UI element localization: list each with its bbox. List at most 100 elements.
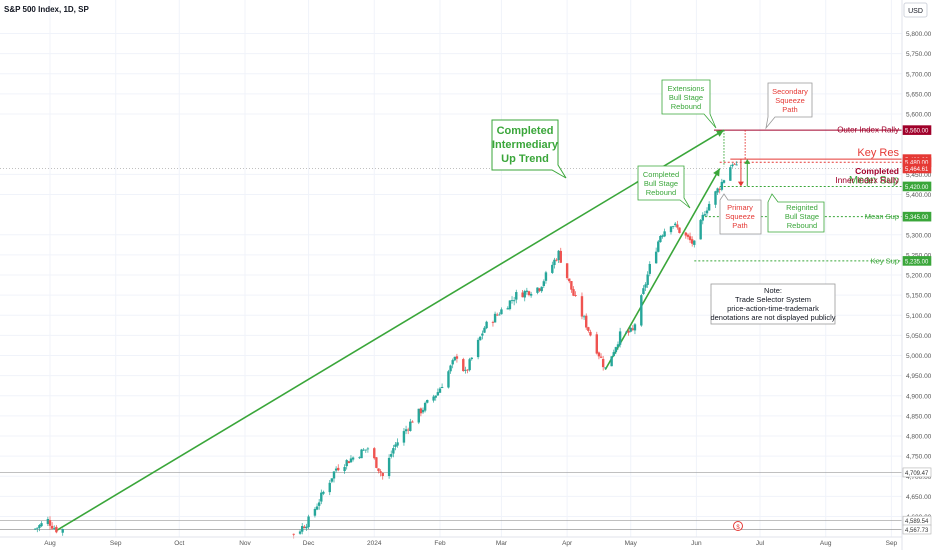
- candle-body: [377, 468, 380, 471]
- time-axis[interactable]: Aug Sep Oct Nov Dec 2024 Feb Mar Apr May Jun Jul Aug…: [44, 540, 897, 547]
- callout-extensions-bull[interactable]: Extensions Bull Stage Rebound: [661, 79, 717, 129]
- callout-primary-squeeze-line3: Path: [732, 221, 747, 230]
- candle-body: [315, 506, 319, 510]
- candle-body: [345, 460, 348, 467]
- candle-body: [404, 429, 408, 432]
- candle-body: [678, 227, 681, 233]
- candle-body: [396, 442, 399, 446]
- candle-body: [540, 286, 543, 292]
- candle-body: [38, 525, 41, 528]
- candle-body: [688, 236, 692, 241]
- callout-secondary-squeeze[interactable]: Secondary Squeeze Path: [765, 82, 813, 130]
- candle-body: [705, 210, 709, 214]
- candle-body: [313, 508, 317, 516]
- candle-body: [481, 333, 484, 336]
- candle-body: [565, 263, 569, 279]
- candle-body: [735, 164, 738, 166]
- callout-completed-intermediary-line1: Completed: [497, 125, 554, 137]
- time-tick-label: Sep: [886, 540, 898, 547]
- candle-body: [402, 431, 406, 443]
- candle-body: [684, 232, 688, 236]
- level-label: Key Sup: [871, 256, 899, 265]
- callout-completed-intermediary[interactable]: Completed Intermediary Up Trend: [491, 119, 567, 179]
- candle-body: [392, 448, 395, 454]
- trendline: [604, 168, 721, 370]
- note-box[interactable]: Note: Trade Selector System price-action…: [710, 283, 836, 325]
- candle-body: [462, 359, 465, 372]
- candle-body: [553, 259, 556, 266]
- note-line3: price-action-time-trademark: [727, 304, 819, 313]
- time-tick-label: Jul: [756, 540, 765, 547]
- price-tick-label: 5,300.00: [906, 232, 932, 239]
- candle-body: [447, 371, 450, 388]
- candle-body: [449, 365, 452, 372]
- candle-body: [663, 231, 666, 237]
- callout-primary-squeeze[interactable]: Primary Squeeze Path: [719, 193, 762, 235]
- candle-body: [580, 296, 584, 317]
- candle-body: [491, 322, 495, 323]
- note-line2: Trade Selector System: [735, 295, 811, 304]
- price-tick-label: 5,200.00: [906, 273, 932, 280]
- price-badge-label: 5,235.00: [905, 259, 929, 265]
- candle-body: [53, 528, 56, 529]
- price-tick-label: 5,400.00: [906, 192, 932, 199]
- candle-body: [659, 235, 662, 243]
- label-completed-inner-line1: Completed: [855, 166, 899, 176]
- candle-body: [604, 367, 607, 369]
- candle-body: [322, 491, 325, 494]
- candle-body: [495, 314, 499, 316]
- trendline-layer: [55, 129, 725, 532]
- time-tick-label: Jun: [691, 540, 702, 547]
- candle-body: [661, 235, 664, 237]
- event-marker-icon[interactable]: $: [733, 521, 743, 532]
- candle-body: [366, 448, 370, 450]
- price-tick-label: 4,700.00: [906, 474, 932, 481]
- candle-body: [479, 336, 482, 341]
- candle-body: [614, 347, 618, 353]
- candle-body: [714, 191, 717, 205]
- price-tick-label: 4,900.00: [906, 393, 932, 400]
- candle-body: [373, 448, 376, 459]
- price-tick-label: 4,650.00: [906, 494, 932, 501]
- time-tick-label: Mar: [496, 540, 508, 547]
- candle-body: [597, 352, 601, 357]
- candle-body: [686, 234, 690, 237]
- candle-body: [485, 321, 488, 329]
- candle-body: [432, 396, 435, 401]
- price-tick-label: 5,150.00: [906, 293, 932, 300]
- candle-body: [720, 181, 724, 190]
- candle-body: [572, 289, 575, 296]
- callout-completed-intermediary-line2: Intermediary: [492, 139, 559, 151]
- price-tick-label: 5,750.00: [906, 51, 932, 58]
- candle-body: [301, 526, 304, 532]
- candle-body: [351, 457, 355, 460]
- callout-completed-intermediary-line3: Up Trend: [501, 153, 549, 165]
- candle-body: [731, 164, 734, 167]
- candle-body: [46, 519, 50, 524]
- candle-body: [438, 388, 442, 393]
- callout-reignited-bull-line3: Rebound: [787, 221, 817, 230]
- candle-body: [36, 527, 39, 529]
- level-label: Mean Sup: [865, 212, 899, 221]
- candle-body: [451, 360, 454, 365]
- price-tick-label: 4,950.00: [906, 373, 932, 380]
- price-tick-label: 5,100.00: [906, 313, 932, 320]
- candle-body: [406, 429, 410, 431]
- price-tick-label: 5,450.00: [906, 172, 932, 179]
- price-axis[interactable]: 5,800.00 5,750.00 5,700.00 5,650.00 5,600.00…: [906, 31, 932, 521]
- candle-body: [536, 287, 539, 293]
- callout-completed-bull[interactable]: Completed Bull Stage Rebound: [637, 165, 691, 209]
- price-tick-label: 5,700.00: [906, 71, 932, 78]
- price-tick-label: 4,750.00: [906, 454, 932, 461]
- svg-text:$: $: [736, 525, 740, 531]
- candle-body: [292, 533, 295, 535]
- candle-body: [633, 324, 637, 331]
- candle-body: [476, 339, 480, 358]
- currency-badge[interactable]: [903, 2, 928, 18]
- callout-reignited-bull-line2: Bull Stage: [785, 212, 819, 221]
- candle-body: [394, 444, 397, 447]
- callout-reignited-bull[interactable]: Reignited Bull Stage Rebound: [767, 193, 825, 233]
- candle-body: [387, 457, 391, 477]
